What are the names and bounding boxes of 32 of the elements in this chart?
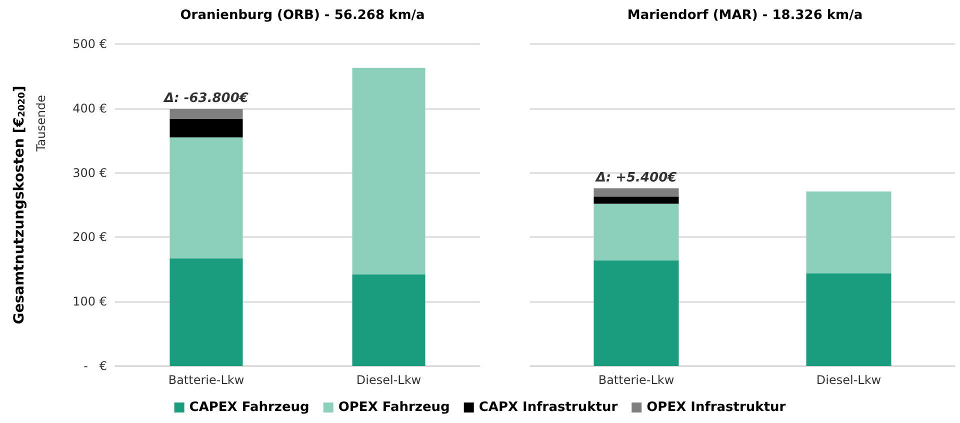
annotation: Δ: +5.400€ [594, 170, 677, 186]
legend-label: CAPEX Fahrzeug [189, 400, 310, 415]
bar [594, 188, 679, 197]
bar [594, 196, 679, 204]
y-tick-label: 200 € [72, 230, 107, 244]
y-axis-title: Gesamtnutzungskosten [€2020] [12, 86, 28, 324]
text: Tausende [34, 94, 48, 153]
y-tick-label: - € [84, 359, 107, 373]
x-tick-label: Diesel-Lkw [816, 373, 882, 387]
bar [170, 137, 243, 258]
y-tick-label: 500 € [72, 37, 107, 51]
bar [352, 68, 426, 275]
x-tick-label: Diesel-Lkw [356, 373, 422, 387]
legend-label: OPEX Infrastruktur [646, 400, 786, 415]
x-tick-label: Batterie-Lkw [168, 373, 244, 387]
bar [806, 273, 892, 366]
bar [170, 258, 243, 366]
legend-label: CAPX Infrastruktur [478, 400, 618, 415]
x-tick-label: Batterie-Lkw [598, 373, 674, 387]
chart-title: Oranienburg (ORB) - 56.268 km/a [180, 8, 425, 23]
bar [170, 118, 243, 138]
legend-label: OPEX Fahrzeug [338, 400, 450, 415]
y-tick-label: 100 € [72, 294, 107, 309]
y-tick-label: 400 € [72, 101, 107, 116]
y-tick-label: 300 € [72, 166, 107, 180]
annotation: Δ: -63.800€ [163, 91, 248, 106]
bar [594, 204, 679, 260]
bar [352, 274, 426, 366]
bar [594, 260, 679, 366]
chart-title: Mariendorf (MAR) - 18.326 km/a [627, 8, 863, 23]
bar [170, 109, 243, 119]
bar [806, 191, 892, 274]
